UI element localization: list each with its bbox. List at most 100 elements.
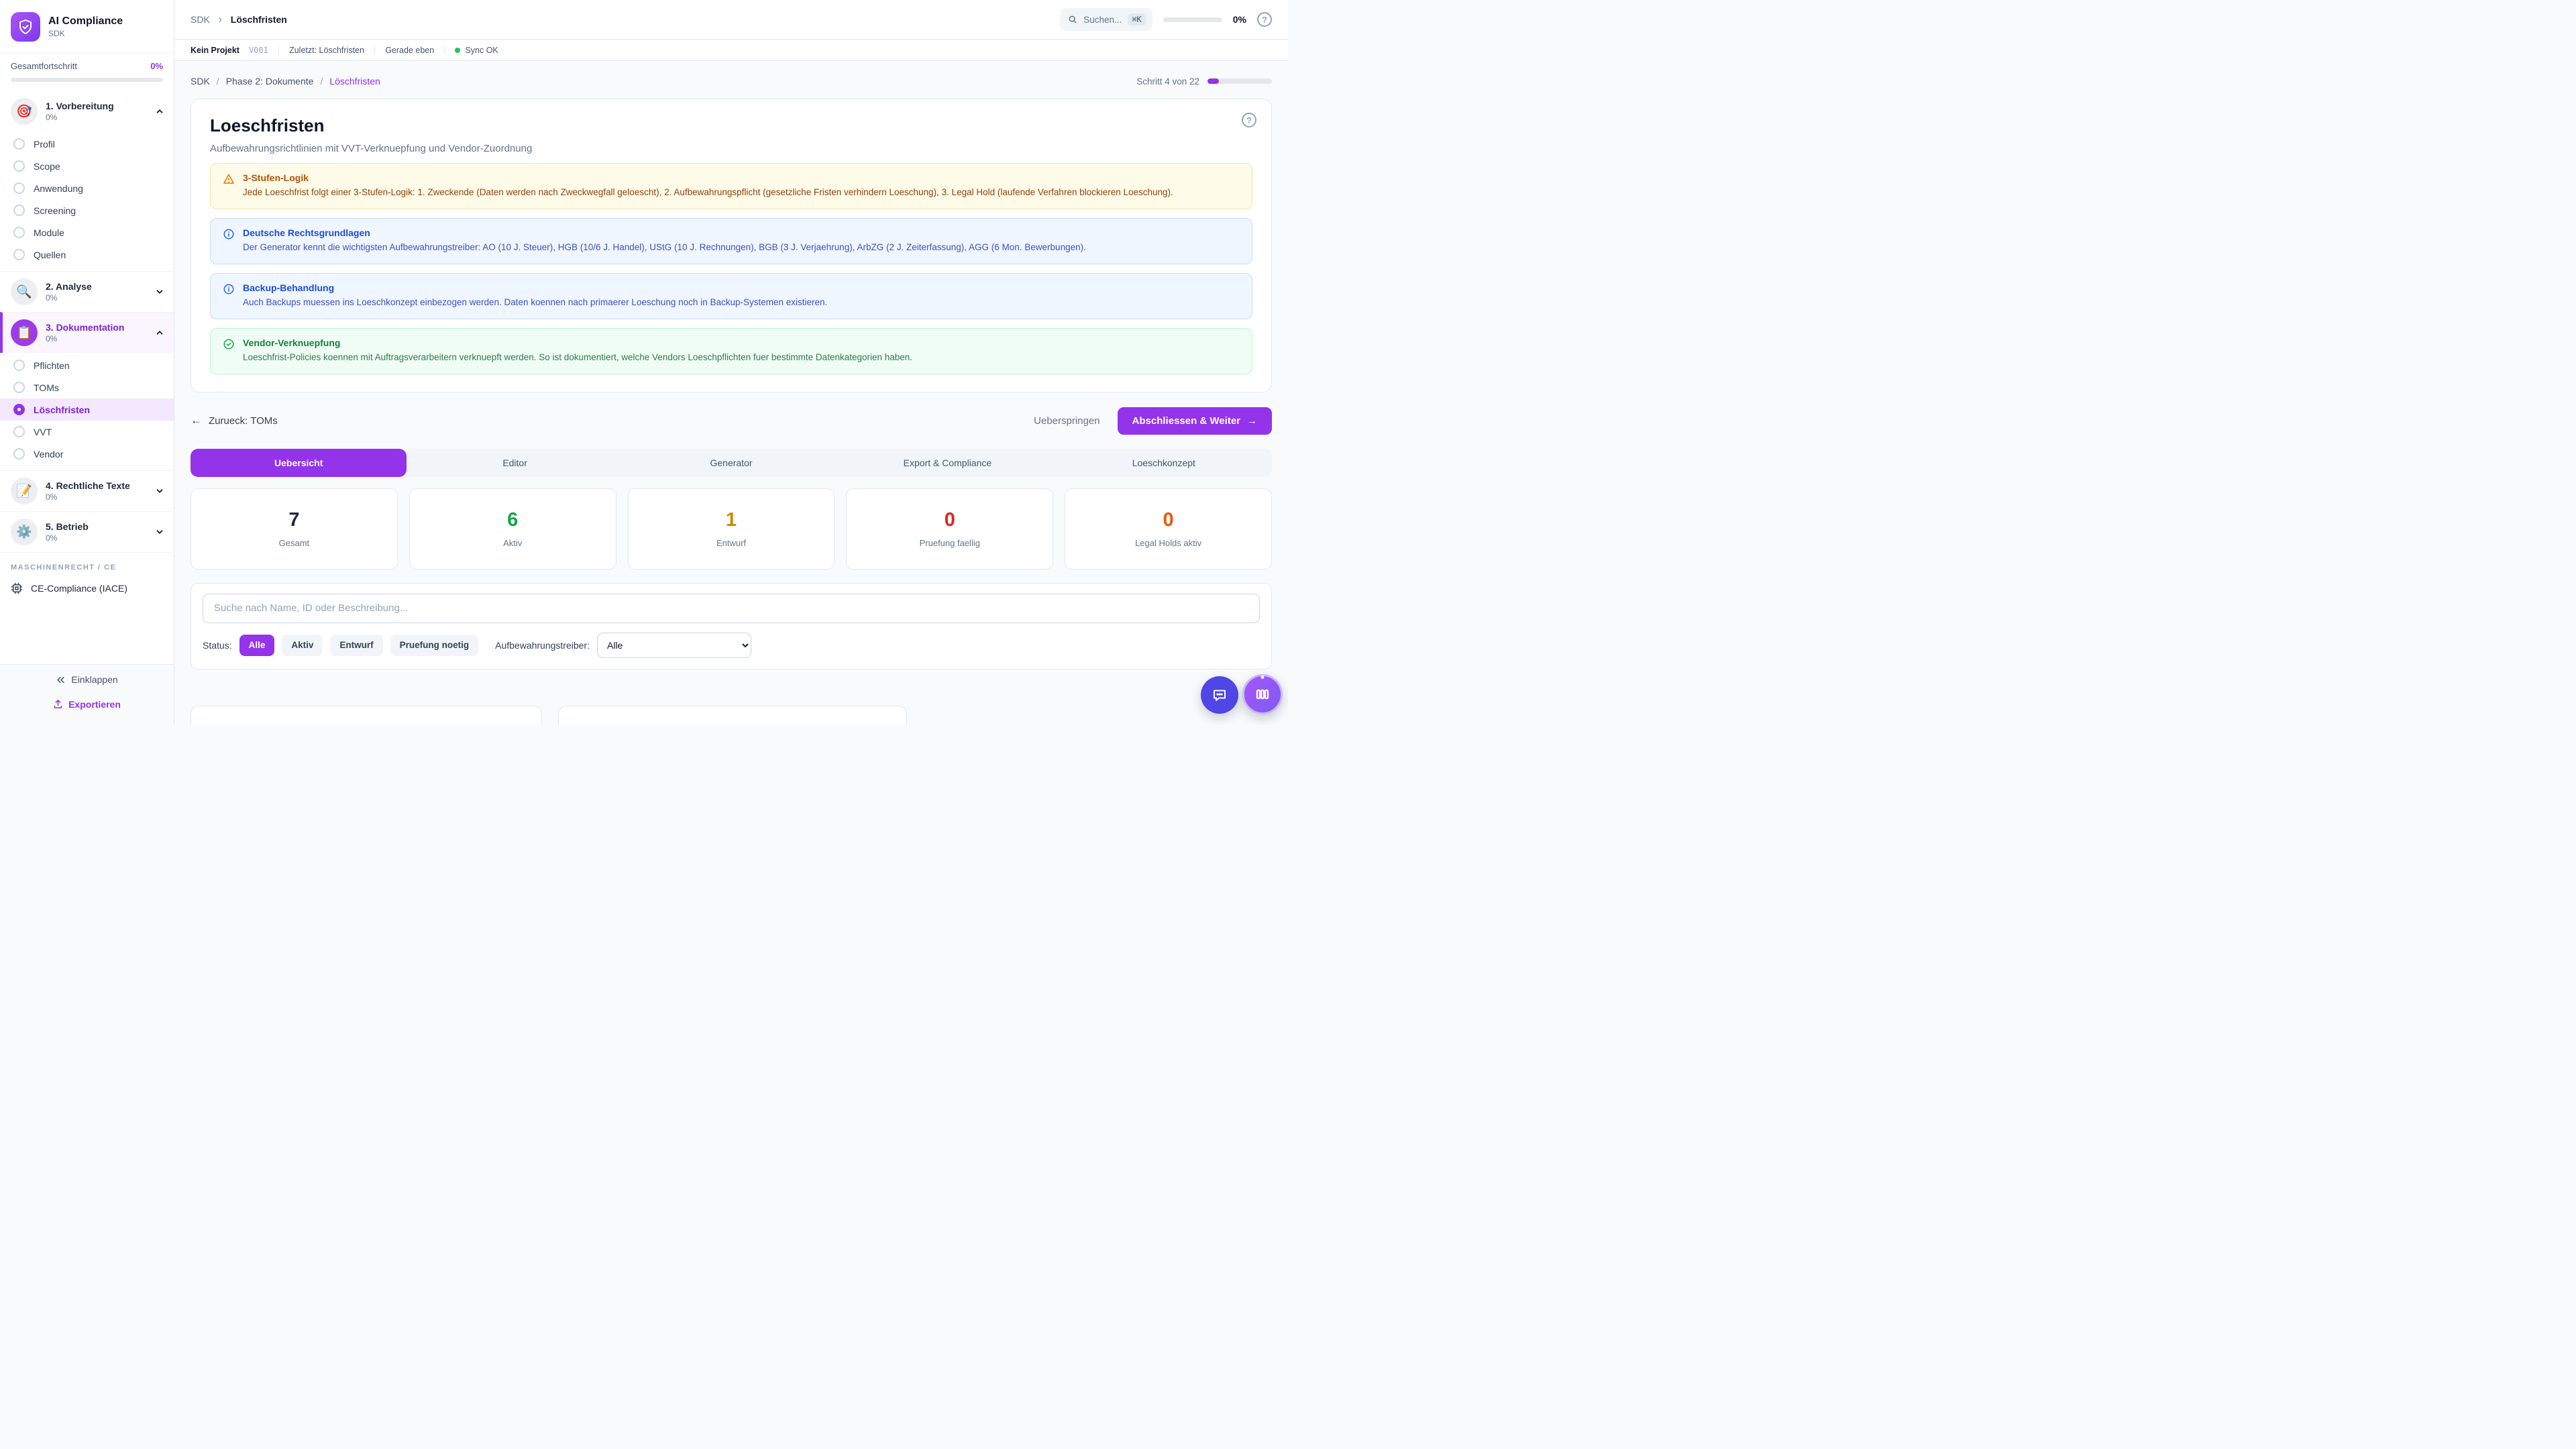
collapse-sidebar-button[interactable]: Einklappen	[56, 674, 118, 685]
shield-check-icon	[19, 19, 32, 34]
back-button[interactable]: ← Zurueck: TOMs	[191, 414, 278, 427]
chevron-up-icon[interactable]	[155, 328, 164, 337]
sync-dot-icon	[455, 47, 461, 53]
breadcrumb-root[interactable]: SDK	[191, 14, 210, 25]
help-icon[interactable]: ?	[1257, 12, 1272, 27]
app-title: AI Compliance	[48, 15, 123, 27]
tab-loeschkonzept[interactable]: Loeschkonzept	[1132, 457, 1195, 468]
statusbar: Kein Projekt V001 | Zuletzt: Löschfriste…	[174, 40, 1288, 61]
sidebar-item-screening[interactable]: Screening	[0, 199, 174, 221]
sidebar-section-vorbereitung[interactable]: 🎯 1. Vorbereitung 0%	[0, 91, 174, 131]
sidebar-item-profil[interactable]: Profil	[0, 133, 174, 155]
crumb-phase[interactable]: Phase 2: Dokumente	[225, 76, 314, 87]
infobox-body: Jede Loeschfrist folgt einer 3-Stufen-Lo…	[243, 187, 1173, 197]
cpu-chip-icon	[11, 582, 23, 594]
memo-icon: 📝	[11, 478, 38, 504]
last-saved-time: Gerade eben	[385, 45, 435, 55]
columns-icon	[1256, 689, 1269, 700]
stat-value: 7	[288, 509, 300, 531]
page-breadcrumb: SDK / Phase 2: Dokumente / Löschfristen	[191, 76, 380, 87]
skip-button[interactable]: Ueberspringen	[1034, 415, 1100, 427]
info-circle-icon	[223, 284, 234, 294]
sidebar-section-betrieb[interactable]: ⚙️ 5. Betrieb 0%	[0, 511, 174, 552]
chevron-up-icon[interactable]	[155, 107, 164, 116]
infobox-vendor-verknuepfung: Vendor-Verknuepfung Loeschfrist-Policies…	[210, 327, 1252, 374]
sidebar-item-pflichten[interactable]: Pflichten	[0, 354, 174, 376]
sidebar-item-toms[interactable]: TOMs	[0, 376, 174, 398]
chevron-right-icon	[219, 17, 222, 22]
export-button[interactable]: Exportieren	[53, 699, 121, 710]
global-search-button[interactable]: Suchen... ⌘K	[1060, 8, 1152, 31]
board-view-fab[interactable]	[1242, 674, 1283, 714]
crumb-sdk[interactable]: SDK	[191, 76, 210, 87]
wizard-nav-row: ← Zurueck: TOMs Ueberspringen Abschliess…	[191, 407, 1272, 435]
overall-progress-bar	[11, 78, 163, 82]
step-circle	[13, 160, 25, 172]
infobox-heading: Deutsche Rechtsgrundlagen	[243, 227, 370, 238]
tab-bar: Uebersicht Editor Generator Export & Com…	[191, 448, 1272, 477]
tab-generator[interactable]: Generator	[710, 457, 753, 468]
policy-card-partial[interactable]	[558, 706, 907, 724]
chat-bubble-icon	[1214, 690, 1226, 701]
page-subtitle: Aufbewahrungsrichtlinien mit VVT-Verknue…	[210, 143, 533, 154]
step-circle	[13, 426, 25, 437]
sidebar-item-scope[interactable]: Scope	[0, 155, 174, 177]
step-circle	[13, 448, 25, 460]
ce-compliance-label: CE-Compliance (IACE)	[31, 583, 127, 594]
infobox-heading: Vendor-Verknuepfung	[243, 337, 341, 348]
chevron-down-icon[interactable]	[155, 486, 164, 496]
project-status: Kein Projekt	[191, 45, 239, 55]
step-circle	[13, 227, 25, 238]
sidebar-item-anwendung[interactable]: Anwendung	[0, 177, 174, 199]
sidebar-section-rechtliche-texte[interactable]: 📝 4. Rechtliche Texte 0%	[0, 470, 174, 511]
status-pill-aktiv[interactable]: Aktiv	[282, 634, 323, 656]
gear-icon: ⚙️	[11, 519, 38, 545]
stat-label: Entwurf	[716, 538, 747, 549]
tab-export-compliance[interactable]: Export & Compliance	[903, 457, 992, 468]
status-filter-label: Status:	[203, 639, 232, 651]
infobox-body: Der Generator kennt die wichtigsten Aufb…	[243, 241, 1086, 252]
sidebar-item-quellen[interactable]: Quellen	[0, 244, 174, 266]
chevron-down-icon[interactable]	[155, 527, 164, 537]
policy-search-input[interactable]	[203, 593, 1260, 623]
policy-card-partial[interactable]	[191, 706, 542, 724]
infobox-backup-behandlung: Backup-Behandlung Auch Backups muessen i…	[210, 272, 1252, 319]
sidebar-item-module[interactable]: Module	[0, 221, 174, 244]
sidebar-item-loeschfristen[interactable]: Löschfristen	[0, 398, 174, 421]
sidebar-item-vvt[interactable]: VVT	[0, 421, 174, 443]
chevron-down-icon[interactable]	[155, 287, 164, 297]
stat-aktiv: 6 Aktiv	[409, 488, 616, 570]
stat-legal-holds: 0 Legal Holds aktiv	[1065, 488, 1272, 570]
search-label: Suchen...	[1083, 14, 1122, 25]
content: SDK Löschfristen Suchen... ⌘K 0% ? Kein …	[174, 0, 1288, 724]
search-icon	[1069, 15, 1077, 23]
step-progress-bar	[1208, 78, 1272, 84]
chat-fab[interactable]	[1201, 676, 1238, 714]
sidebar-section-dokumentation[interactable]: 📋 3. Dokumentation 0%	[0, 312, 174, 353]
section-percent: 0%	[46, 533, 58, 543]
page-header-card: ? Loeschfristen Aufbewahrungsrichtlinien…	[191, 99, 1272, 392]
stat-value: 6	[507, 509, 519, 531]
driver-select[interactable]: Alle	[597, 632, 751, 658]
status-pill-entwurf[interactable]: Entwurf	[330, 634, 383, 656]
section-label: 2. Analyse	[46, 281, 92, 292]
page-nav-row: SDK / Phase 2: Dokumente / Löschfristen …	[174, 61, 1288, 99]
infobox-3-stufen-logik: 3-Stufen-Logik Jede Loeschfrist folgt ei…	[210, 163, 1252, 209]
tab-editor[interactable]: Editor	[502, 457, 527, 468]
shortcut-badge: ⌘K	[1128, 13, 1146, 25]
stat-value: 0	[944, 509, 955, 531]
version-badge: V001	[248, 45, 268, 55]
card-help-icon[interactable]: ?	[1242, 113, 1256, 127]
step-circle	[13, 360, 25, 371]
stat-label: Gesamt	[278, 538, 310, 549]
stat-label: Aktiv	[503, 538, 523, 549]
breadcrumb: SDK Löschfristen	[191, 14, 287, 25]
sidebar-item-vendor[interactable]: Vendor	[0, 443, 174, 465]
sidebar-section-analyse[interactable]: 🔍 2. Analyse 0%	[0, 271, 174, 312]
sidebar-item-ce-compliance[interactable]: CE-Compliance (IACE)	[0, 576, 174, 601]
finish-next-button[interactable]: Abschliessen & Weiter →	[1117, 407, 1272, 435]
status-pill-pruefung-noetig[interactable]: Pruefung noetig	[390, 634, 479, 656]
app-subtitle: SDK	[48, 29, 65, 38]
status-pill-alle[interactable]: Alle	[239, 634, 275, 656]
tab-uebersicht[interactable]: Uebersicht	[191, 448, 407, 477]
